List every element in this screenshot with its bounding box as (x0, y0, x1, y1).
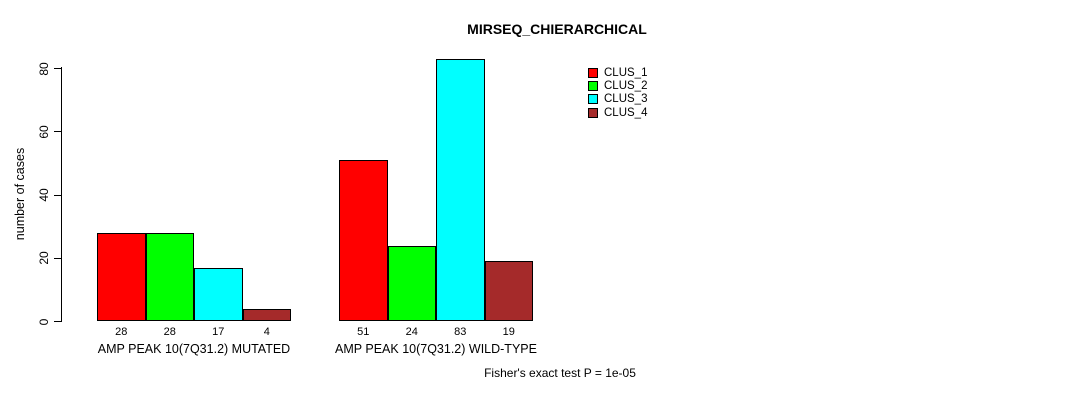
legend-item-clus_2: CLUS_2 (588, 79, 647, 92)
y-tick-label: 60 (37, 125, 51, 139)
annotation-text: Fisher's exact test P = 1e-05 (484, 366, 636, 380)
group-label: AMP PEAK 10(7Q31.2) WILD-TYPE (335, 342, 537, 356)
legend-item-clus_1: CLUS_1 (588, 66, 647, 79)
legend-item-label: CLUS_3 (604, 93, 648, 106)
bar-value-label: 83 (454, 326, 467, 338)
y-tick-mark (54, 68, 61, 70)
y-tick-label: 80 (37, 62, 51, 76)
bar-value-label: 51 (357, 326, 370, 338)
bar-clus_1 (97, 233, 146, 322)
bar-clus_3 (194, 267, 243, 322)
bar-value-label: 28 (163, 326, 176, 338)
legend-swatch-icon (588, 80, 598, 91)
bar-value-label: 28 (115, 326, 128, 338)
bar-value-label: 24 (405, 326, 418, 338)
y-tick-mark (54, 194, 61, 196)
bar-clus_1 (339, 160, 388, 322)
y-tick-label: 0 (37, 318, 51, 325)
legend: CLUS_1 CLUS_2 CLUS_3 CLUS_4 (588, 66, 647, 119)
y-tick-mark (54, 257, 61, 259)
bar-clus_2 (145, 233, 194, 322)
y-axis-label: number of cases (13, 147, 27, 241)
bar-clus_2 (387, 245, 436, 322)
legend-item-label: CLUS_4 (604, 106, 648, 119)
bar-value-label: 4 (263, 326, 270, 338)
bar-clus_4 (484, 261, 533, 322)
legend-item-clus_3: CLUS_3 (588, 93, 647, 106)
y-tick-label: 20 (37, 251, 51, 265)
chart-title: MIRSEQ_CHIERARCHICAL (467, 21, 647, 37)
bar-clus_3 (436, 59, 485, 322)
legend-swatch-icon (588, 107, 598, 118)
y-tick-label: 40 (37, 188, 51, 202)
y-tick-mark (54, 131, 61, 133)
legend-item-clus_4: CLUS_4 (588, 106, 647, 119)
bar-clus_4 (242, 308, 291, 322)
bar-value-label: 19 (502, 326, 515, 338)
group-label: AMP PEAK 10(7Q31.2) MUTATED (97, 342, 291, 356)
y-axis-line (61, 67, 62, 322)
legend-swatch-icon (588, 94, 598, 105)
bar-value-label: 17 (212, 326, 225, 338)
y-tick-mark (54, 321, 61, 322)
legend-item-label: CLUS_2 (604, 79, 648, 92)
legend-item-label: CLUS_1 (604, 66, 648, 79)
legend-swatch-icon (588, 67, 598, 78)
